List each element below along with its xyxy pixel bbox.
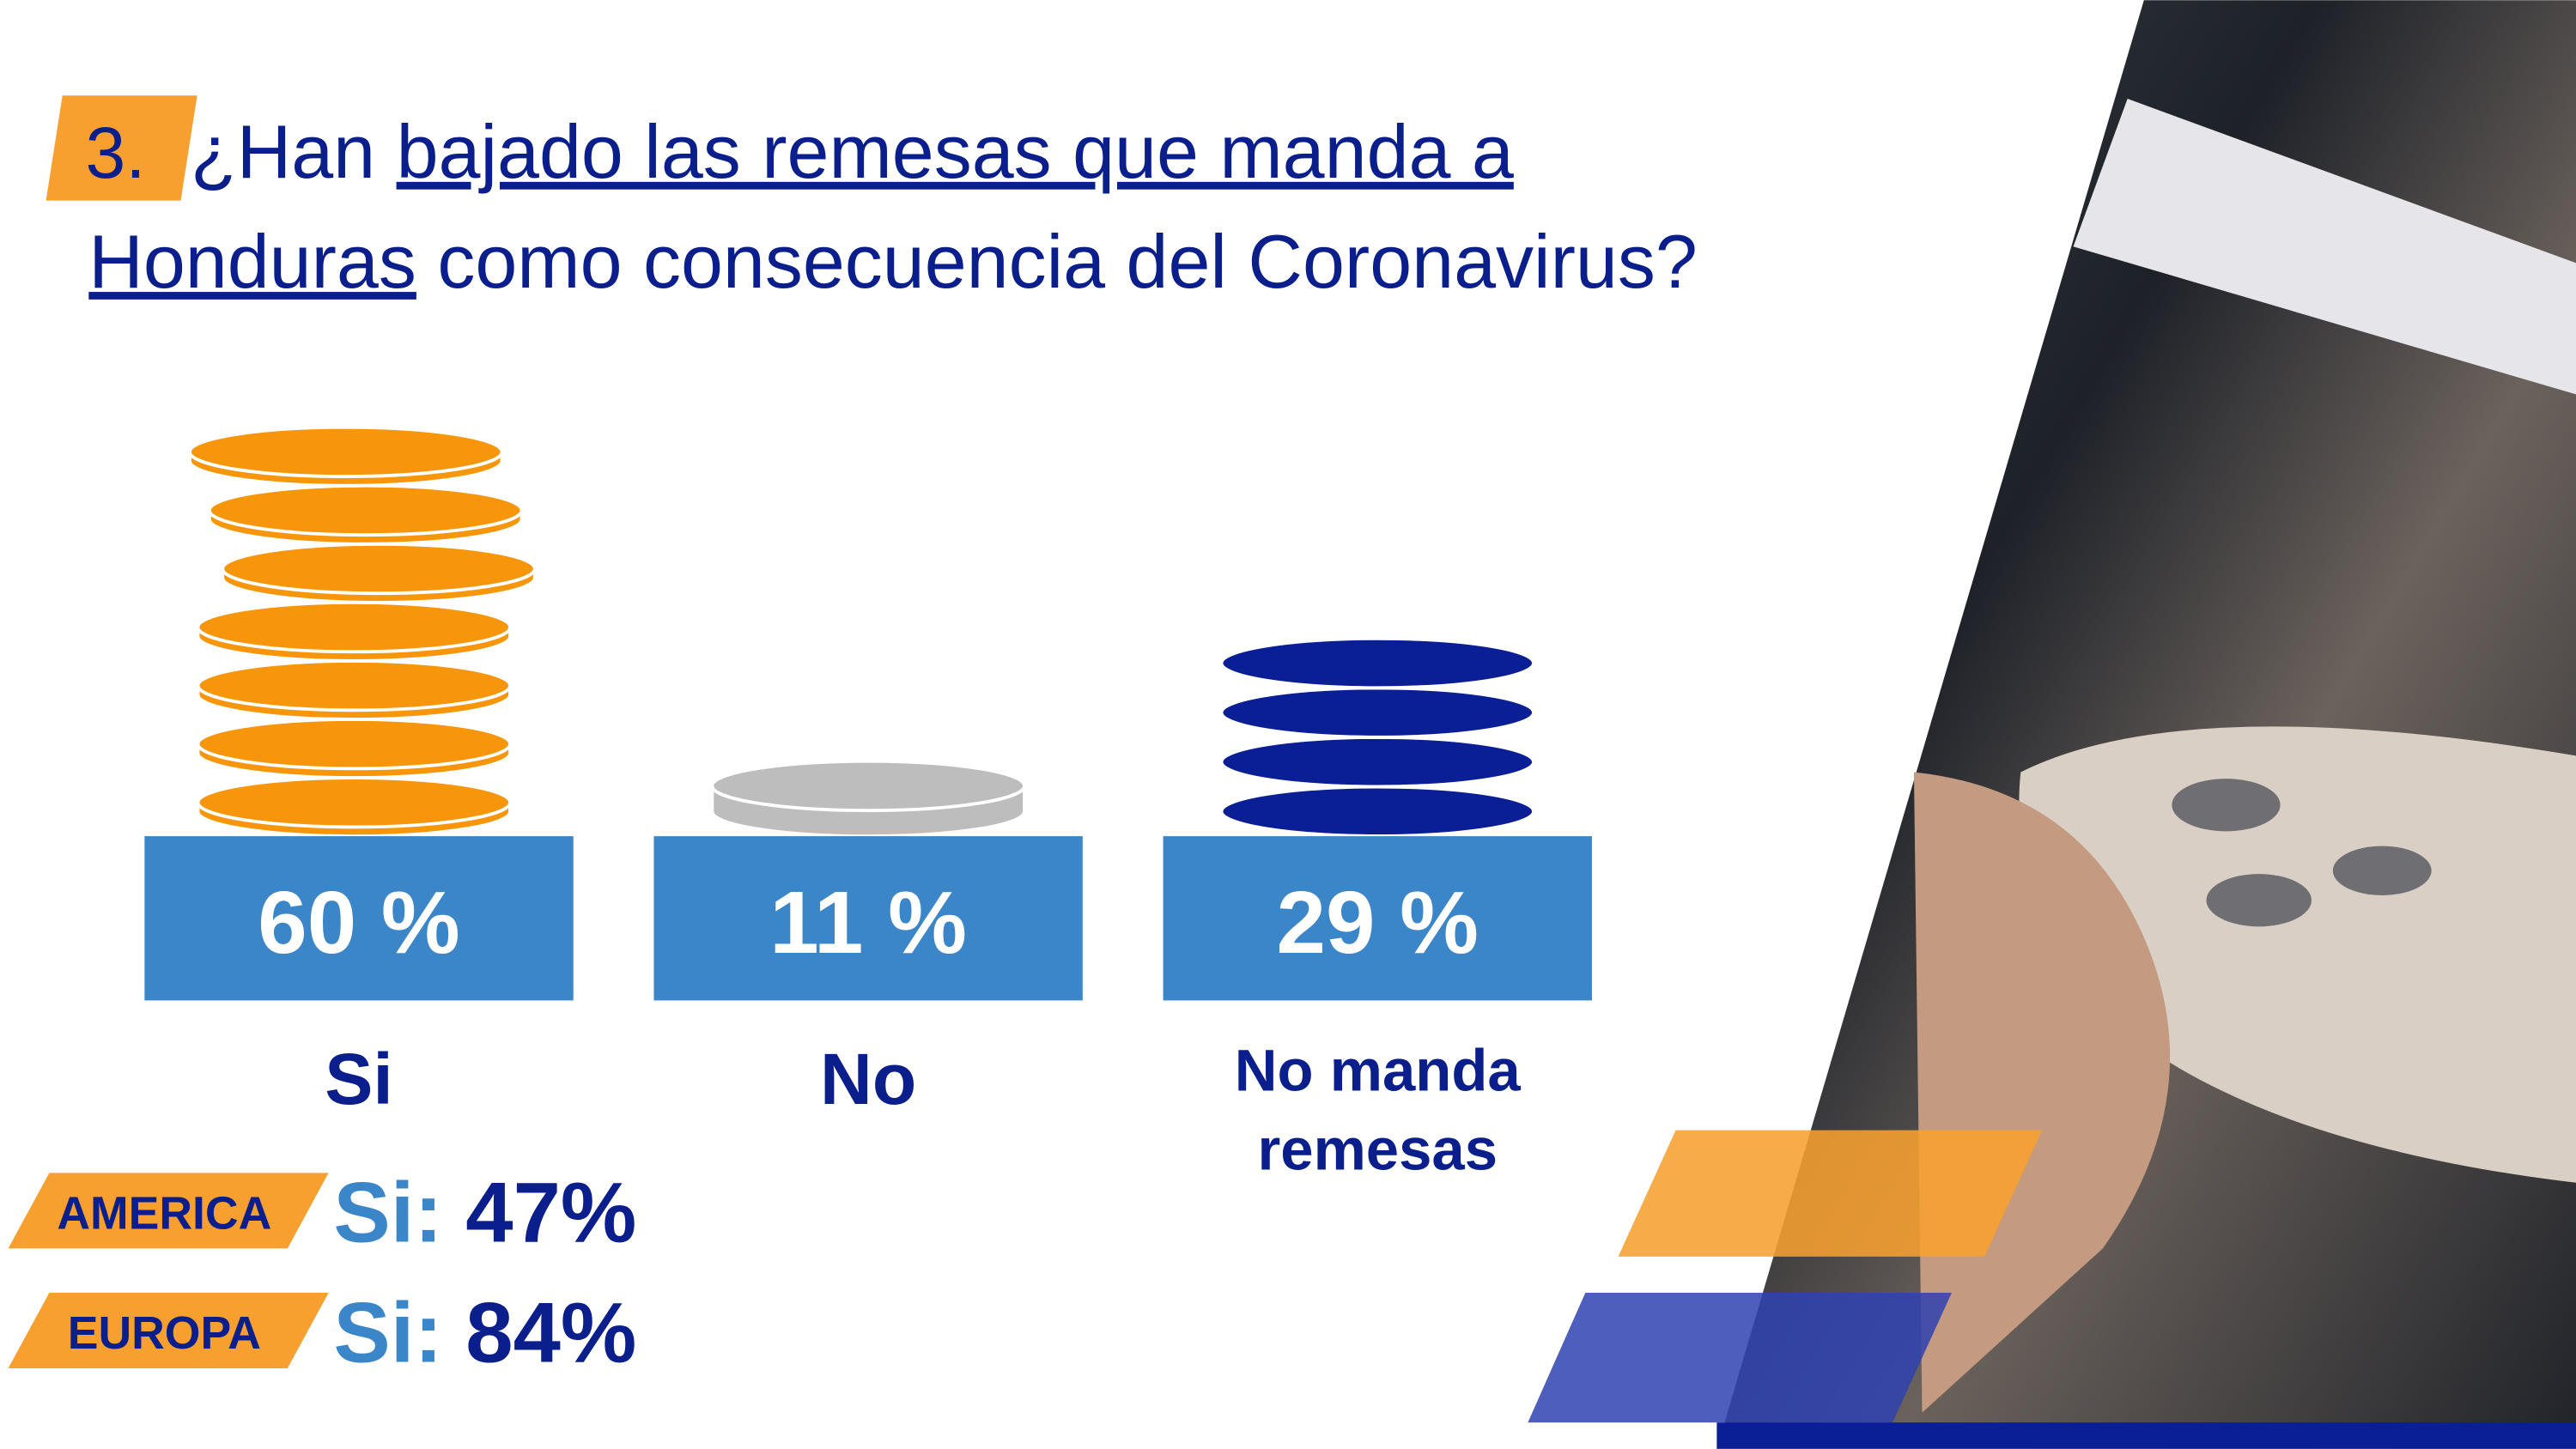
region-prefix: Si: — [333, 1285, 442, 1380]
badge: 3. — [85, 112, 145, 193]
title-text: como consecuencia del Coronavirus? — [416, 219, 1698, 304]
title-underlined: bajado las remesas que manda a — [397, 109, 1514, 194]
photo-coin — [2332, 846, 2432, 895]
value-label: 60 % — [258, 872, 459, 972]
coin-top — [196, 659, 512, 712]
region-value: 47% — [465, 1166, 636, 1261]
coin-top — [221, 542, 537, 596]
value-label: 11 % — [769, 872, 967, 972]
value-box — [144, 836, 574, 1001]
region-prefix: Si: — [333, 1166, 442, 1261]
region-result: Si: 84% — [333, 1285, 636, 1380]
title-line-2: Honduras como consecuencia del Coronavir… — [88, 219, 1697, 304]
coin-top — [1219, 686, 1535, 739]
category-label-box: No manda remesas — [1234, 1036, 1521, 1183]
coin-top — [196, 600, 512, 654]
photo-coin — [2172, 779, 2281, 832]
photo-coin — [2206, 874, 2312, 927]
coin-stack — [1219, 636, 1535, 839]
photo-bills — [2019, 726, 2576, 1183]
region-tag — [8, 1173, 329, 1249]
photo-sign — [2073, 99, 2576, 395]
category-label: No — [820, 1040, 917, 1121]
bottom-bar — [1716, 1422, 2576, 1449]
regions: AMERICA Si: 47% EUROPA Si: 84% — [8, 1166, 636, 1380]
coin-top — [196, 718, 512, 771]
coin-top — [1219, 636, 1535, 690]
region-name: EUROPA — [68, 1308, 261, 1359]
region-name: AMERICA — [57, 1188, 271, 1239]
coin-top — [208, 483, 524, 537]
category-label-box: Si — [325, 1040, 393, 1121]
region-result: Si: 47% — [333, 1166, 636, 1261]
category-label-box: No — [820, 1040, 917, 1121]
coin-stack — [710, 759, 1026, 839]
deco-blue — [1528, 1292, 1952, 1423]
title-line-1: ¿Han bajado las remesas que manda a — [191, 109, 1514, 194]
category-label: Si — [325, 1040, 393, 1121]
region-tag — [8, 1292, 329, 1368]
coin-top — [196, 776, 512, 829]
value-label: 29 % — [1277, 872, 1479, 972]
value-box — [653, 836, 1083, 1001]
coin-top — [1219, 785, 1535, 838]
value-box — [1163, 836, 1592, 1001]
region-value: 84% — [465, 1285, 636, 1380]
badge-shape — [46, 95, 197, 201]
title-text: ¿Han — [191, 109, 397, 194]
coin-top — [1219, 736, 1535, 789]
chart: 60 % Si 11 % No 29 % No manda remesas — [144, 425, 1592, 1183]
category-label: No manda remesas — [1234, 1036, 1521, 1183]
coin-stack — [188, 425, 537, 839]
title-underlined: Honduras — [88, 219, 416, 304]
coin-top — [188, 425, 504, 479]
deco-orange — [1618, 1130, 2043, 1257]
coin-top — [710, 759, 1026, 813]
